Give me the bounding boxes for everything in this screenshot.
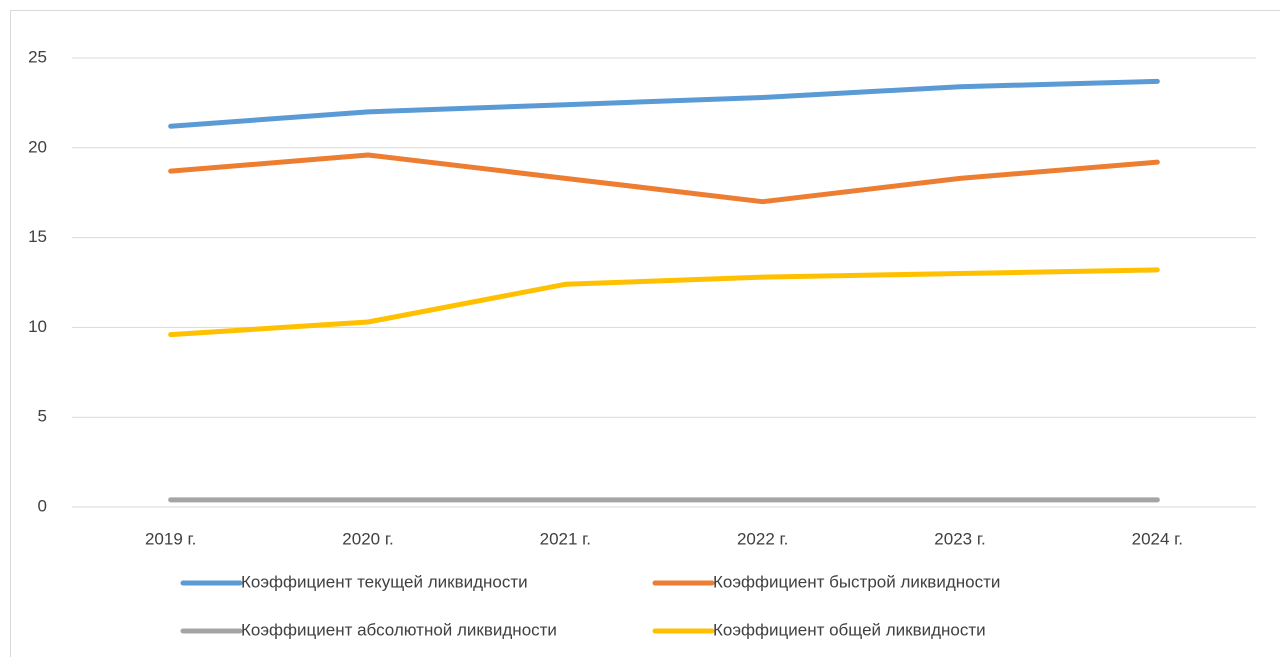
y-tick-label: 20 [28,137,47,156]
x-tick-label: 2020 г. [342,529,393,548]
x-tick-label: 2019 г. [145,529,196,548]
x-tick-label: 2022 г. [737,529,788,548]
legend-label: Коэффициент текущей ликвидности [241,572,528,591]
series-line [168,78,1160,129]
x-tick-label: 2023 г. [934,529,985,548]
legend-label: Коэффициент общей ликвидности [713,620,986,639]
y-tick-label: 0 [38,496,47,515]
series-line [168,152,1160,205]
y-tick-label: 25 [28,47,47,66]
y-tick-label: 15 [28,227,47,246]
y-tick-label: 5 [38,407,47,426]
x-tick-label: 2024 г. [1132,529,1183,548]
legend-label: Коэффициент быстрой ликвидности [713,572,1000,591]
series-line [168,267,1160,338]
legend-label: Коэффициент абсолютной ликвидности [241,620,557,639]
x-tick-label: 2021 г. [540,529,591,548]
y-tick-label: 10 [28,317,47,336]
